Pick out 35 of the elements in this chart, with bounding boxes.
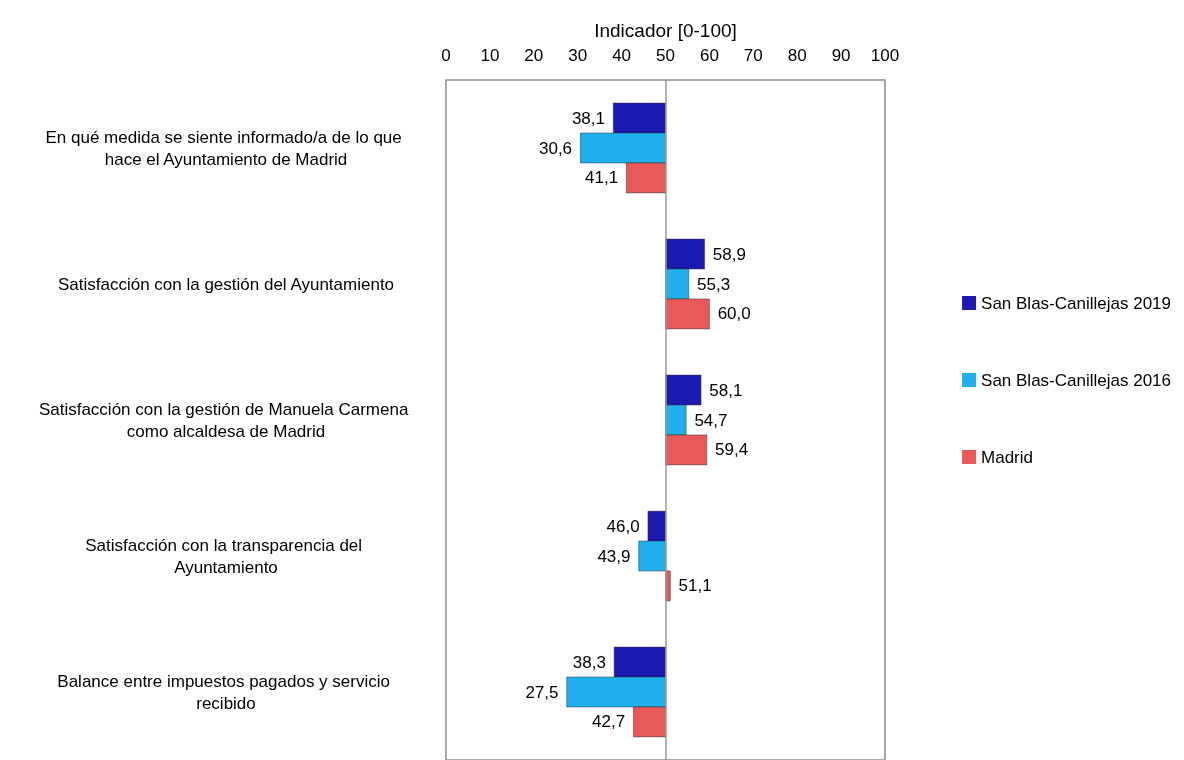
legend-label: Madrid [981,447,1034,467]
data-label: 59,4 [715,440,749,460]
data-label: 42,7 [592,712,626,732]
legend-label: San Blas-Canillejas 2019 [981,293,1172,313]
x-tick-label: 40 [612,46,632,65]
data-label: 46,0 [606,516,640,536]
data-label: 27,5 [525,682,559,702]
x-tick-label: 10 [480,46,500,65]
data-label: 55,3 [697,274,731,294]
y-tick-label: En qué medida se siente informado/a de lo que hace el Ayuntamiento de Madrid [45,127,407,169]
x-tick-label: 50 [656,46,675,65]
x-tick-label: 0 [441,46,451,65]
x-axis-title: Indicador [0-100] [594,20,737,41]
x-tick-label: 70 [743,46,763,65]
y-tick-label: Satisfacción con la gestión de Manuela Carmena como alcaldesa de Madrid [38,399,414,441]
legend-label: San Blas-Canillejas 2016 [981,370,1172,390]
x-tick-label: 100 [870,46,900,65]
data-label: 54,7 [694,410,728,430]
data-label: 60,0 [717,304,751,324]
x-tick-label: 20 [524,46,544,65]
data-label: 58,1 [709,380,743,400]
y-tick-label: Satisfacción con la gestión del Ayuntamiento [57,274,395,294]
x-tick-label: 60 [699,46,719,65]
data-label: 43,9 [597,546,631,566]
data-label: 58,9 [712,244,746,264]
data-label: 51,1 [678,576,712,596]
x-tick-label: 30 [568,46,588,65]
data-label: 38,1 [571,108,606,128]
x-tick-label: 90 [831,46,851,65]
data-label: 41,1 [585,168,619,188]
data-label: 38,3 [572,652,606,672]
y-tick-label: Satisfacción con la transparencia del Ayuntamiento [85,535,367,577]
x-tick-label: 80 [787,46,807,65]
data-label: 30,6 [538,138,573,158]
y-tick-label: Balance entre impuestos pagados y servicio recibido [57,671,395,713]
